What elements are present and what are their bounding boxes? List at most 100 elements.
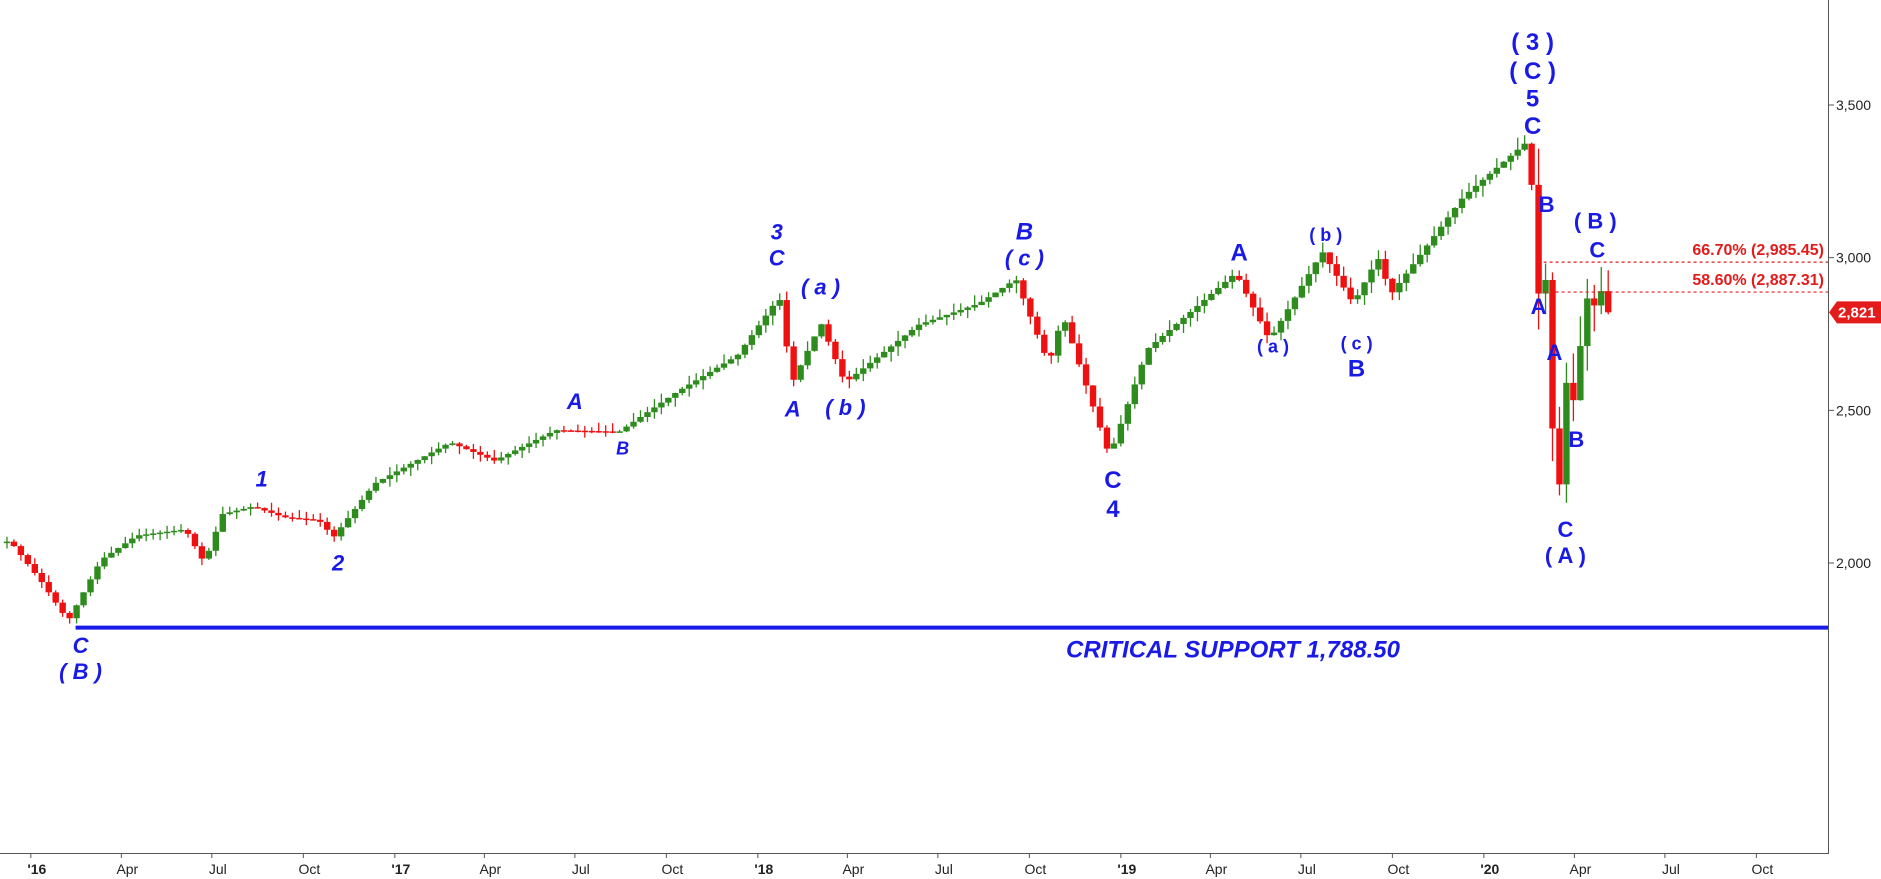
wave-label: C [1557, 517, 1573, 542]
candle-body [10, 541, 18, 547]
wave-label: C [1104, 467, 1121, 494]
last-price-tag: 2,821 [1829, 301, 1881, 324]
candle-body [1236, 275, 1243, 280]
x-tick-label: Apr [479, 861, 501, 877]
candle-body [616, 431, 623, 433]
candle-body [790, 346, 797, 380]
y-tick-label: 2,000 [1836, 555, 1871, 571]
candle-body [59, 602, 66, 613]
candle-body [449, 443, 456, 445]
last-price-badge [1829, 301, 1881, 324]
candle-body [1068, 322, 1076, 344]
candle-body [1319, 252, 1326, 263]
candle-body [1542, 279, 1549, 294]
candle-body [268, 510, 275, 513]
candle-body [665, 397, 672, 403]
candle-body [1284, 309, 1292, 321]
candle-body [198, 546, 206, 559]
candle-body [205, 550, 213, 559]
candle-body [1075, 343, 1083, 365]
candle-body [1034, 316, 1041, 335]
candle-body [1500, 161, 1507, 168]
candle-body [400, 467, 407, 472]
y-tick-label: 2,500 [1836, 402, 1871, 418]
candle-body [860, 368, 867, 374]
candle-body [1242, 279, 1250, 294]
wave-label: C [73, 633, 90, 658]
candle-body [52, 592, 59, 603]
wave-label: A [784, 396, 801, 421]
candle-body [1201, 299, 1208, 306]
candle-body [24, 555, 32, 565]
candle-body [532, 439, 540, 444]
candle-body [853, 373, 860, 380]
wave-label: B [1539, 192, 1555, 217]
candle-body [219, 514, 226, 532]
candle-body [136, 535, 143, 539]
candle-body [901, 335, 909, 341]
candle-body [1312, 262, 1320, 275]
candle-body [1423, 245, 1431, 255]
candle-body [122, 543, 129, 549]
candle-body [289, 517, 296, 519]
candle-body [985, 297, 992, 302]
candle-body [887, 346, 895, 352]
candle-body [344, 518, 352, 528]
x-tick-label: Oct [1387, 861, 1409, 877]
x-tick-label: Apr [116, 861, 138, 877]
wave-label: 2 [331, 551, 345, 576]
candle-body [755, 325, 763, 336]
candle-body [87, 579, 94, 593]
wave-label: 4 [1106, 496, 1120, 523]
candle-body [407, 463, 414, 468]
candle-body [1222, 281, 1229, 288]
candle-body [386, 475, 394, 480]
candle-body [630, 421, 637, 427]
candle-body [595, 431, 602, 433]
candle-body [1229, 275, 1236, 282]
candle-body [1138, 364, 1145, 385]
candle-body [1563, 382, 1570, 485]
candle-body [1528, 143, 1535, 185]
candle-body [282, 515, 289, 518]
price-axis: 3,500 3,000 2,500 2,000 [1828, 97, 1871, 571]
candle-body [1208, 293, 1215, 300]
candle-body [1605, 291, 1612, 313]
candle-body [539, 436, 547, 440]
candle-body [456, 443, 463, 447]
candle-body [1417, 254, 1424, 265]
candle-body [491, 457, 498, 461]
candle-body [1472, 185, 1480, 192]
candle-body [240, 508, 247, 511]
candle-body [1451, 207, 1459, 218]
candle-body [442, 444, 449, 449]
candle-body [31, 564, 39, 573]
fib-levels: 66.70% (2,985.45) 58.60% (2,887.31) [1537, 242, 1828, 293]
wave-label: B [616, 439, 629, 459]
candle-body [734, 354, 742, 360]
candle-body [310, 519, 317, 521]
candle-body [163, 531, 171, 534]
candle-body [17, 546, 25, 556]
candle-body [1570, 382, 1577, 401]
wave-label: 3 [771, 219, 783, 244]
candle-body [498, 457, 505, 461]
candle-body [546, 432, 554, 437]
candle-body [1270, 332, 1278, 336]
candle-body [1110, 443, 1118, 449]
candle-body [1598, 291, 1605, 306]
candle-body [261, 508, 268, 511]
x-tick-label: Oct [298, 861, 320, 877]
chart-frame [0, 0, 1829, 854]
candle-body [1326, 252, 1333, 265]
candle-body [1145, 347, 1152, 365]
candle-body [149, 533, 157, 535]
candle-body [964, 307, 971, 310]
wave-label: C [769, 245, 786, 270]
wave-label: ( a ) [801, 274, 840, 299]
candle-body [1180, 317, 1187, 324]
candle-body [651, 407, 658, 413]
candle-body [644, 412, 651, 417]
candle-body [484, 454, 491, 458]
x-tick-label: '17 [391, 861, 410, 877]
